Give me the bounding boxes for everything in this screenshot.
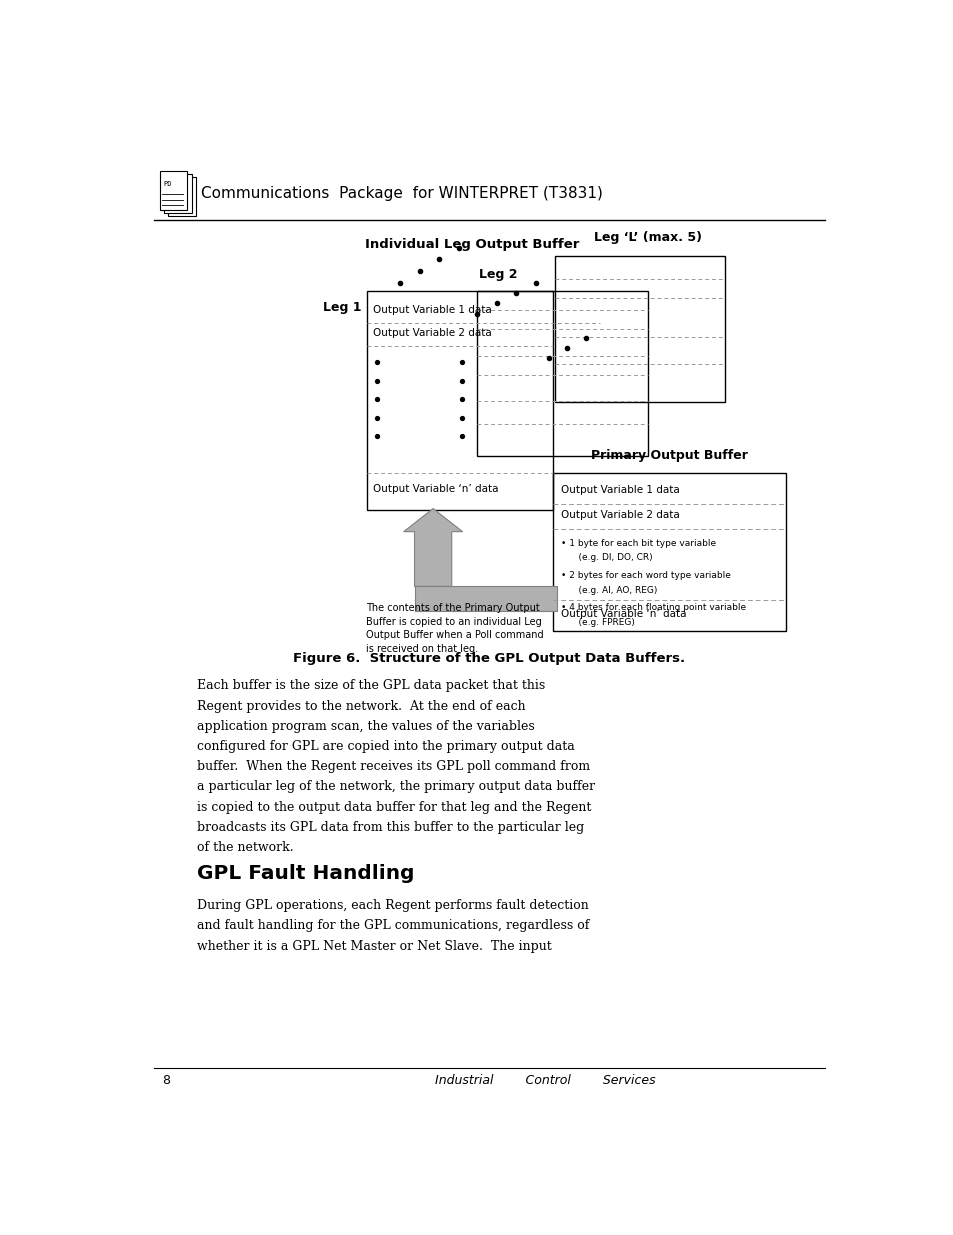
Text: Leg ‘L’ (max. 5): Leg ‘L’ (max. 5) (593, 231, 701, 245)
Text: PD: PD (163, 182, 172, 188)
Text: • 4 bytes for each floating point variable: • 4 bytes for each floating point variab… (560, 604, 745, 613)
Text: Regent provides to the network.  At the end of each: Regent provides to the network. At the e… (196, 700, 525, 713)
Text: • 1 byte for each bit type variable: • 1 byte for each bit type variable (560, 538, 716, 547)
Text: Primary Output Buffer: Primary Output Buffer (591, 448, 747, 462)
Text: Leg 2: Leg 2 (478, 268, 517, 280)
Text: GPL Fault Handling: GPL Fault Handling (196, 864, 414, 883)
Bar (159, 172, 187, 210)
Text: Output Variable ‘n’ data: Output Variable ‘n’ data (373, 484, 498, 494)
Text: a particular leg of the network, the primary output data buffer: a particular leg of the network, the pri… (196, 781, 595, 793)
Text: Leg 1: Leg 1 (322, 301, 360, 314)
Text: configured for GPL are copied into the primary output data: configured for GPL are copied into the p… (196, 740, 574, 753)
Text: is copied to the output data buffer for that leg and the Regent: is copied to the output data buffer for … (196, 800, 591, 814)
Text: The contents of the Primary Output
Buffer is copied to an individual Leg
Output : The contents of the Primary Output Buffe… (365, 603, 543, 655)
Text: and fault handling for the GPL communications, regardless of: and fault handling for the GPL communica… (196, 919, 589, 932)
Text: (e.g. FPREG): (e.g. FPREG) (567, 618, 635, 627)
Polygon shape (415, 587, 557, 611)
Text: • 2 bytes for each word type variable: • 2 bytes for each word type variable (560, 571, 730, 580)
Bar (164, 174, 192, 212)
Text: broadcasts its GPL data from this buffer to the particular leg: broadcasts its GPL data from this buffer… (196, 821, 583, 834)
Text: 8: 8 (162, 1074, 170, 1087)
Text: Figure 6.  Structure of the GPL Output Data Buffers.: Figure 6. Structure of the GPL Output Da… (293, 652, 684, 666)
Polygon shape (403, 509, 462, 587)
Bar (476, 290, 647, 456)
Text: application program scan, the values of the variables: application program scan, the values of … (196, 720, 534, 732)
Text: Individual Leg Output Buffer: Individual Leg Output Buffer (364, 238, 578, 251)
Text: whether it is a GPL Net Master or Net Slave.  The input: whether it is a GPL Net Master or Net Sl… (196, 940, 551, 952)
Text: Communications  Package  for WINTERPRET (T3831): Communications Package for WINTERPRET (T… (200, 186, 602, 201)
Text: of the network.: of the network. (196, 841, 294, 853)
Text: (e.g. DI, DO, CR): (e.g. DI, DO, CR) (567, 553, 652, 562)
Text: Industrial        Control        Services: Industrial Control Services (435, 1074, 655, 1087)
Text: During GPL operations, each Regent performs fault detection: During GPL operations, each Regent perfo… (196, 899, 588, 911)
Text: Output Variable 1 data: Output Variable 1 data (560, 485, 679, 495)
Bar (553, 473, 785, 631)
Bar (367, 290, 553, 510)
Text: Output Variable 2 data: Output Variable 2 data (560, 510, 679, 520)
Text: Output Variable 2 data: Output Variable 2 data (373, 329, 492, 338)
Text: Output Variable 1 data: Output Variable 1 data (373, 305, 492, 315)
Text: Each buffer is the size of the GPL data packet that this: Each buffer is the size of the GPL data … (196, 679, 544, 693)
Bar (168, 178, 195, 216)
Bar (555, 256, 724, 403)
Text: Output Variable ‘n’ data: Output Variable ‘n’ data (560, 609, 686, 619)
Text: buffer.  When the Regent receives its GPL poll command from: buffer. When the Regent receives its GPL… (196, 761, 589, 773)
Text: (e.g. AI, AO, REG): (e.g. AI, AO, REG) (567, 585, 657, 595)
